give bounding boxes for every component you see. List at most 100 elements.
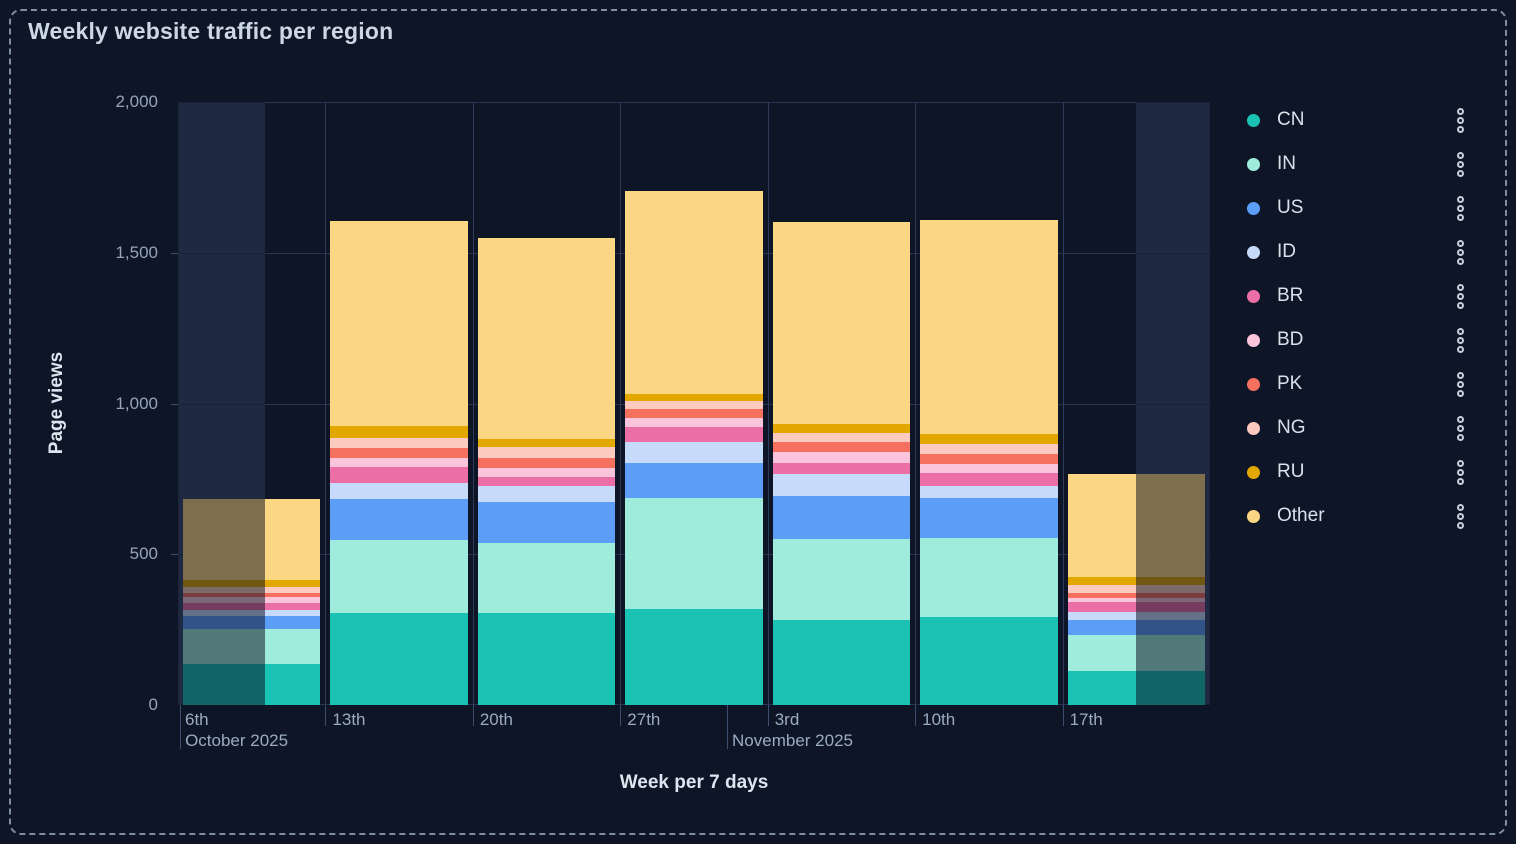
- bar-27th-ng-segment[interactable]: [625, 401, 763, 409]
- bar-20th-ru-segment[interactable]: [477, 439, 616, 447]
- x-axis-tick: [620, 705, 622, 726]
- bar-27th-us-segment[interactable]: [625, 462, 763, 498]
- bar-17th-br-segment[interactable]: [1067, 601, 1205, 613]
- bar-20th-cn-segment[interactable]: [477, 613, 616, 705]
- legend-label: BR: [1277, 285, 1304, 306]
- kebab-dot: [1457, 239, 1464, 247]
- kebab-vertical-icon[interactable]: [1455, 457, 1466, 488]
- bar-3rd-pk-segment[interactable]: [772, 441, 911, 452]
- bar-17th-ru-segment[interactable]: [1067, 576, 1205, 586]
- bar-13th-pk-segment[interactable]: [330, 448, 468, 459]
- legend-item-pk[interactable]: PK: [1240, 362, 1472, 406]
- chart-plot-area: [171, 102, 1210, 749]
- bar-10th-other-segment[interactable]: [920, 220, 1058, 435]
- bar-20th-br-segment[interactable]: [477, 477, 616, 487]
- legend-item-bd[interactable]: BD: [1240, 318, 1472, 362]
- bar-13th-in-segment[interactable]: [330, 540, 468, 614]
- legend-color-dot: [1247, 201, 1260, 215]
- bar-20th-other-segment[interactable]: [477, 237, 616, 440]
- bar-3rd-us-segment[interactable]: [772, 496, 911, 539]
- bar-3rd-id-segment[interactable]: [772, 474, 911, 497]
- kebab-dot: [1457, 195, 1464, 203]
- legend-item-cn[interactable]: CN: [1240, 98, 1472, 142]
- bar-20th-id-segment[interactable]: [477, 486, 616, 503]
- bar-13th-ng-segment[interactable]: [330, 437, 468, 449]
- kebab-vertical-icon[interactable]: [1455, 149, 1466, 180]
- legend-item-br[interactable]: BR: [1240, 274, 1472, 318]
- bar-17th-id-segment[interactable]: [1067, 612, 1205, 620]
- bar-20th-bd-segment[interactable]: [477, 468, 616, 478]
- bar-27th-pk-segment[interactable]: [625, 408, 763, 418]
- x-axis-tick-labels: 6th 13th 20th 27th 3rd 10th 17th October 2025 No…: [178, 710, 1210, 760]
- bar-3rd-br-segment[interactable]: [772, 462, 911, 475]
- x-axis-tick-label: 13th: [332, 710, 366, 729]
- bar-3rd-bd-segment[interactable]: [772, 451, 911, 463]
- kebab-dot: [1457, 151, 1464, 159]
- kebab-vertical-icon[interactable]: [1455, 105, 1466, 136]
- bar-27th-bd-segment[interactable]: [625, 418, 763, 428]
- bar-3rd-ng-segment[interactable]: [772, 432, 911, 442]
- legend-color-dot: [1247, 113, 1260, 127]
- bar-27th-ru-segment[interactable]: [625, 394, 763, 402]
- bar-27th-cn-segment[interactable]: [625, 609, 763, 705]
- legend-item-other[interactable]: Other: [1240, 494, 1472, 538]
- bar-20th-pk-segment[interactable]: [477, 458, 616, 469]
- bar-17th-ng-segment[interactable]: [1067, 585, 1205, 594]
- legend-item-ng[interactable]: NG: [1240, 406, 1472, 450]
- bar-10th-pk-segment[interactable]: [920, 454, 1058, 465]
- out-of-range-overlay: [178, 102, 265, 705]
- x-axis-tick: [767, 705, 769, 726]
- kebab-dot: [1457, 107, 1464, 115]
- kebab-dot: [1457, 283, 1464, 291]
- bar-17th-bd-segment[interactable]: [1067, 597, 1205, 602]
- bar-10th-br-segment[interactable]: [920, 472, 1058, 487]
- bar-13th-ru-segment[interactable]: [330, 426, 468, 438]
- bar-13th-id-segment[interactable]: [330, 483, 468, 500]
- bar-17th-pk-segment[interactable]: [1067, 593, 1205, 598]
- kebab-dot: [1457, 380, 1464, 388]
- bar-20th-us-segment[interactable]: [477, 502, 616, 544]
- legend-item-id[interactable]: ID: [1240, 230, 1472, 274]
- bar-10th-in-segment[interactable]: [920, 537, 1058, 617]
- kebab-vertical-icon[interactable]: [1455, 281, 1466, 312]
- bar-13th-us-segment[interactable]: [330, 499, 468, 541]
- bar-27th-in-segment[interactable]: [625, 497, 763, 610]
- bar-13th-br-segment[interactable]: [330, 467, 468, 484]
- bar-10th-ng-segment[interactable]: [920, 444, 1058, 455]
- bar-3rd-ru-segment[interactable]: [772, 423, 911, 433]
- bar-10th-cn-segment[interactable]: [920, 616, 1058, 705]
- bar-3rd-in-segment[interactable]: [772, 538, 911, 620]
- kebab-vertical-icon[interactable]: [1455, 237, 1466, 268]
- kebab-vertical-icon[interactable]: [1455, 413, 1466, 444]
- x-axis-tick: [915, 705, 917, 726]
- bar-10th-us-segment[interactable]: [920, 497, 1058, 538]
- bar-27th-id-segment[interactable]: [625, 442, 763, 463]
- kebab-vertical-icon[interactable]: [1455, 369, 1466, 400]
- x-axis-tick-label: 10th: [922, 710, 956, 729]
- legend-item-ru[interactable]: RU: [1240, 450, 1472, 494]
- bar-27th-br-segment[interactable]: [625, 427, 763, 443]
- bar-20th-in-segment[interactable]: [477, 543, 616, 614]
- bar-10th-id-segment[interactable]: [920, 486, 1058, 498]
- bar-27th-other-segment[interactable]: [625, 190, 763, 395]
- bar-13th-cn-segment[interactable]: [330, 613, 468, 705]
- kebab-dot: [1457, 336, 1464, 344]
- bar-13th-bd-segment[interactable]: [330, 458, 468, 468]
- x-gridline: [472, 102, 474, 705]
- bar-10th-ru-segment[interactable]: [920, 434, 1058, 445]
- bar-10th-bd-segment[interactable]: [920, 464, 1058, 473]
- kebab-vertical-icon[interactable]: [1455, 501, 1466, 532]
- bar-20th-ng-segment[interactable]: [477, 446, 616, 459]
- x-axis-tick: [472, 705, 474, 726]
- x-axis-tick-label: 6th: [185, 710, 209, 729]
- kebab-vertical-icon[interactable]: [1455, 193, 1466, 224]
- bar-13th-other-segment[interactable]: [330, 221, 468, 427]
- x-gridline: [325, 102, 327, 705]
- x-gridline: [620, 102, 622, 705]
- legend-item-in[interactable]: IN: [1240, 142, 1472, 186]
- bar-3rd-cn-segment[interactable]: [772, 619, 911, 705]
- kebab-dot: [1457, 301, 1464, 309]
- legend-item-us[interactable]: US: [1240, 186, 1472, 230]
- bar-3rd-other-segment[interactable]: [772, 221, 911, 424]
- kebab-vertical-icon[interactable]: [1455, 325, 1466, 356]
